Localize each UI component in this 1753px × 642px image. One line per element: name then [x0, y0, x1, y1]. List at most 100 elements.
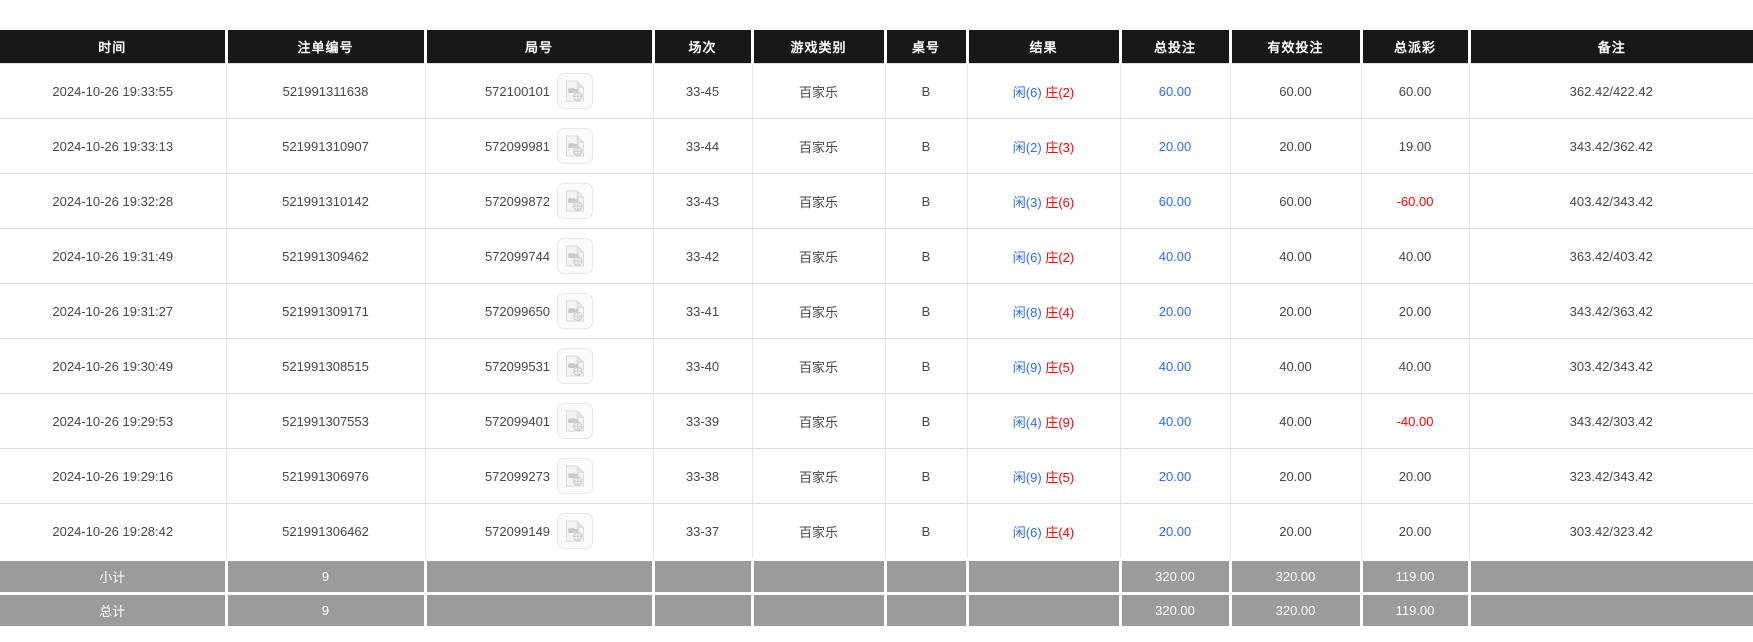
game-type-cell: 百家乐 [752, 283, 886, 339]
game-type-cell: 百家乐 [752, 503, 886, 560]
round-id-cell: 572099650 [425, 283, 654, 339]
session-cell: 33-40 [653, 338, 753, 394]
valid-bet-cell: 60.00 [1230, 173, 1362, 229]
game-type-cell: 百家乐 [752, 448, 886, 504]
bet-id-cell: 521991310907 [226, 118, 426, 174]
time-cell: 2024-10-26 19:31:49 [0, 228, 227, 284]
table-no-cell: B [885, 503, 968, 560]
result-banker-text: 庄(5) [1045, 359, 1075, 375]
total-bet-cell: 40.00 [1120, 228, 1231, 284]
result-banker-text: 庄(5) [1045, 469, 1075, 485]
summary-valid-bet-cell: 320.00 [1230, 592, 1363, 626]
result-player-text: 闲(6) [1012, 249, 1042, 265]
summary-empty-cell [1469, 592, 1753, 626]
column-header-time: 时间 [0, 30, 228, 64]
time-cell: 2024-10-26 19:32:28 [0, 173, 227, 229]
remark-cell: 303.42/323.42 [1469, 503, 1753, 560]
remark-cell: 363.42/403.42 [1469, 228, 1753, 284]
table-no-cell: B [885, 283, 968, 339]
video-file-icon [566, 465, 585, 487]
column-header-game_type: 游戏类别 [752, 30, 887, 64]
video-replay-button[interactable] [557, 513, 594, 549]
result-cell: 闲(9) 庄(5) [967, 338, 1121, 394]
round-cell-content: 572099401 [426, 403, 653, 439]
result-player-text: 闲(6) [1012, 524, 1042, 540]
video-replay-button[interactable] [557, 183, 594, 219]
summary-count-cell: 9 [226, 558, 427, 594]
subtotal-row: 小计 9 320.00 320.00 119.00 [0, 558, 1753, 594]
summary-label-cell: 总计 [0, 592, 228, 626]
video-replay-button[interactable] [557, 293, 594, 329]
round-cell-content: 572099650 [426, 293, 653, 329]
time-cell: 2024-10-26 19:29:16 [0, 448, 227, 504]
total-payout-cell: 20.00 [1361, 283, 1470, 339]
round-id-cell: 572099872 [425, 173, 654, 229]
column-header-table_no: 桌号 [885, 30, 969, 64]
total-payout-cell: 60.00 [1361, 63, 1470, 119]
column-header-valid_bet: 有效投注 [1230, 30, 1363, 64]
game-type-cell: 百家乐 [752, 118, 886, 174]
time-cell: 2024-10-26 19:33:55 [0, 63, 227, 119]
valid-bet-cell: 20.00 [1230, 118, 1362, 174]
video-replay-button[interactable] [557, 403, 594, 439]
column-header-bet_id: 注单编号 [226, 30, 427, 64]
summary-empty-cell [967, 592, 1122, 626]
session-cell: 33-42 [653, 228, 753, 284]
remark-cell: 362.42/422.42 [1469, 63, 1753, 119]
summary-empty-cell [653, 558, 754, 594]
valid-bet-cell: 20.00 [1230, 503, 1362, 560]
result-player-text: 闲(8) [1012, 304, 1042, 320]
round-id-text: 572100101 [484, 83, 551, 99]
round-cell-content: 572099744 [426, 238, 653, 274]
summary-empty-cell [425, 592, 655, 626]
video-replay-button[interactable] [557, 458, 594, 494]
result-cell: 闲(2) 庄(3) [967, 118, 1121, 174]
total-payout-cell: 20.00 [1361, 503, 1470, 560]
result-cell: 闲(8) 庄(4) [967, 283, 1121, 339]
game-type-cell: 百家乐 [752, 63, 886, 119]
summary-total-payout-cell: 119.00 [1361, 558, 1471, 594]
total-bet-cell: 20.00 [1120, 448, 1231, 504]
game-type-cell: 百家乐 [752, 228, 886, 284]
round-id-cell: 572099273 [425, 448, 654, 504]
round-id-text: 572099650 [484, 303, 551, 319]
video-replay-button[interactable] [557, 73, 594, 109]
round-id-text: 572099149 [484, 523, 551, 539]
session-cell: 33-45 [653, 63, 753, 119]
result-banker-text: 庄(2) [1045, 84, 1075, 100]
session-cell: 33-38 [653, 448, 753, 504]
total-bet-cell: 20.00 [1120, 283, 1231, 339]
video-file-icon [566, 300, 585, 322]
summary-empty-cell [653, 592, 754, 626]
video-replay-button[interactable] [557, 348, 594, 384]
summary-empty-cell [425, 558, 655, 594]
remark-cell: 323.42/343.42 [1469, 448, 1753, 504]
table-no-cell: B [885, 448, 968, 504]
result-player-text: 闲(9) [1012, 359, 1042, 375]
summary-empty-cell [1469, 558, 1753, 594]
video-file-icon [566, 135, 585, 157]
video-file-icon [566, 245, 585, 267]
result-banker-text: 庄(3) [1045, 139, 1075, 155]
video-replay-button[interactable] [557, 238, 594, 274]
column-header-total_bet: 总投注 [1120, 30, 1232, 64]
session-cell: 33-37 [653, 503, 753, 560]
video-replay-button[interactable] [557, 128, 594, 164]
bet-id-cell: 521991306462 [226, 503, 426, 560]
summary-total-bet-cell: 320.00 [1120, 558, 1232, 594]
bet-id-cell: 521991311638 [226, 63, 426, 119]
column-header-remark: 备注 [1469, 30, 1753, 64]
valid-bet-cell: 20.00 [1230, 448, 1362, 504]
result-banker-text: 庄(4) [1045, 524, 1075, 540]
session-cell: 33-41 [653, 283, 753, 339]
table-row: 2024-10-26 19:33:55 521991311638 572100101… [0, 63, 1753, 119]
round-id-cell: 572099531 [425, 338, 654, 394]
bet-id-cell: 521991308515 [226, 338, 426, 394]
result-player-text: 闲(4) [1012, 414, 1042, 430]
column-header-total_payout: 总派彩 [1361, 30, 1471, 64]
time-cell: 2024-10-26 19:31:27 [0, 283, 227, 339]
result-cell: 闲(6) 庄(4) [967, 503, 1121, 560]
summary-total-payout-cell: 119.00 [1361, 592, 1471, 626]
round-cell-content: 572100101 [426, 73, 653, 109]
table-no-cell: B [885, 338, 968, 394]
